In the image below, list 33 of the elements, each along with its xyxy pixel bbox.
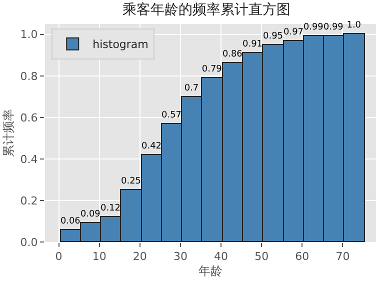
data-label: 0.06: [60, 216, 81, 227]
x-tick-label: 10: [92, 250, 106, 264]
data-label: 0.7: [184, 84, 199, 94]
y-tick-label: 0.6: [20, 111, 38, 124]
x-tick-label: 0: [55, 250, 62, 264]
data-label: 0.42: [142, 142, 162, 152]
y-tick-label: 0.8: [20, 70, 38, 83]
data-label: 0.25: [120, 176, 142, 186]
x-tick-label: 60: [295, 250, 310, 264]
y-axis-title: 累计频率: [2, 109, 16, 157]
data-label: 0.99: [304, 22, 324, 33]
data-label: 0.95: [262, 32, 284, 42]
data-label: 0.99: [324, 22, 344, 33]
data-label: 1.0: [346, 20, 362, 30]
x-tick-label: 50: [254, 250, 269, 264]
x-axis-title: 年龄: [198, 264, 222, 278]
x-tick-label: 20: [132, 250, 147, 264]
y-tick-label: 1.0: [20, 28, 38, 42]
data-label: 0.97: [284, 28, 304, 38]
y-tick-label: 0.0: [20, 236, 38, 249]
x-tick-label: 40: [214, 250, 228, 264]
x-tick-label: 30: [173, 250, 188, 264]
data-label: 0.57: [162, 110, 182, 121]
y-tick-label: 0.4: [20, 152, 38, 166]
y-tick-label: 0.2: [20, 194, 38, 208]
data-label: 0.12: [100, 204, 120, 214]
data-label: 0.86: [222, 50, 243, 60]
data-label: 0.79: [202, 64, 222, 74]
x-tick-label: 70: [336, 250, 350, 264]
data-label: 0.91: [242, 40, 262, 50]
chart-title: 乘客年龄的频率累计直方图: [122, 2, 291, 18]
legend-label: histogram: [92, 38, 148, 52]
data-label: 0.09: [80, 210, 101, 220]
